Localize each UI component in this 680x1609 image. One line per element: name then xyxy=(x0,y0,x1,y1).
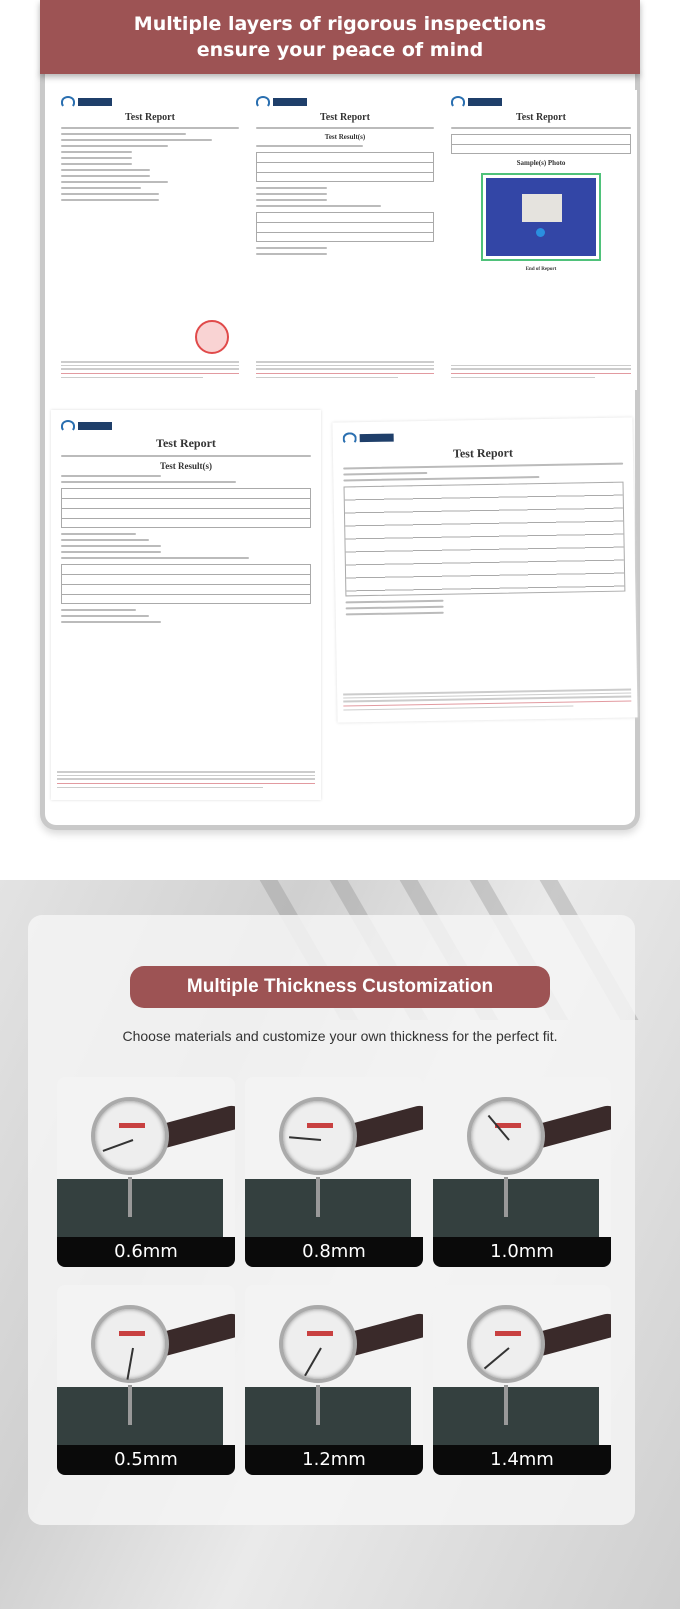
sample-photo-heading: Sample(s) Photo xyxy=(516,159,566,167)
result-heading: Test Result(s) xyxy=(160,461,212,471)
thickness-subtitle: Choose materials and customize your own … xyxy=(122,1028,558,1044)
thickness-title: Multiple Thickness Customization xyxy=(130,966,550,1008)
banner-line-2: ensure your peace of mind xyxy=(196,39,484,61)
dial-gauge-icon xyxy=(467,1305,545,1383)
dial-gauge-icon xyxy=(91,1305,169,1383)
report-title: Test Report xyxy=(452,445,514,461)
report-page-4: Test Report Sample(s) Photo End of Repor… xyxy=(445,90,637,390)
lab-logo xyxy=(451,96,631,108)
sample-photo xyxy=(481,173,601,261)
lab-logo xyxy=(61,96,239,108)
thickness-label: 1.4mm xyxy=(433,1445,611,1475)
dial-gauge-icon xyxy=(467,1097,545,1175)
report-page-3-enlarged: Test Report xyxy=(332,417,638,723)
banner-line-1: Multiple layers of rigorous inspections xyxy=(133,13,547,35)
thickness-label: 1.2mm xyxy=(245,1445,423,1475)
lab-logo xyxy=(256,96,434,108)
report-title: Test Report xyxy=(320,112,370,123)
test-report-panel: Test Report Test Report Test Result(s) T… xyxy=(40,70,640,830)
dial-gauge-icon xyxy=(279,1097,357,1175)
thickness-label: 0.6mm xyxy=(57,1237,235,1267)
thickness-option-1-2mm: 1.2mm xyxy=(245,1285,423,1475)
report-title: Test Report xyxy=(516,112,566,123)
report-page-1: Test Report xyxy=(55,90,245,390)
thickness-label: 0.5mm xyxy=(57,1445,235,1475)
thickness-option-1-4mm: 1.4mm xyxy=(433,1285,611,1475)
report-title: Test Report xyxy=(125,112,175,123)
end-of-report: End of Report xyxy=(525,267,557,272)
report-page-2: Test Report Test Result(s) xyxy=(250,90,440,390)
lab-logo xyxy=(61,420,311,432)
thickness-option-0-6mm: 0.6mm xyxy=(57,1077,235,1267)
dial-gauge-icon xyxy=(91,1097,169,1175)
thickness-label: 1.0mm xyxy=(433,1237,611,1267)
thickness-option-1-0mm: 1.0mm xyxy=(433,1077,611,1267)
result-heading: Test Result(s) xyxy=(324,133,366,141)
inspection-banner: Multiple layers of rigorous inspections … xyxy=(40,0,640,74)
thickness-option-0-8mm: 0.8mm xyxy=(245,1077,423,1267)
thickness-option-0-5mm: 0.5mm xyxy=(57,1285,235,1475)
report-page-2-enlarged: Test Report Test Result(s) xyxy=(51,410,321,800)
thickness-label: 0.8mm xyxy=(245,1237,423,1267)
approval-stamp xyxy=(195,320,229,354)
lab-logo xyxy=(342,428,623,445)
report-title: Test Report xyxy=(156,436,216,450)
dial-gauge-icon xyxy=(279,1305,357,1383)
